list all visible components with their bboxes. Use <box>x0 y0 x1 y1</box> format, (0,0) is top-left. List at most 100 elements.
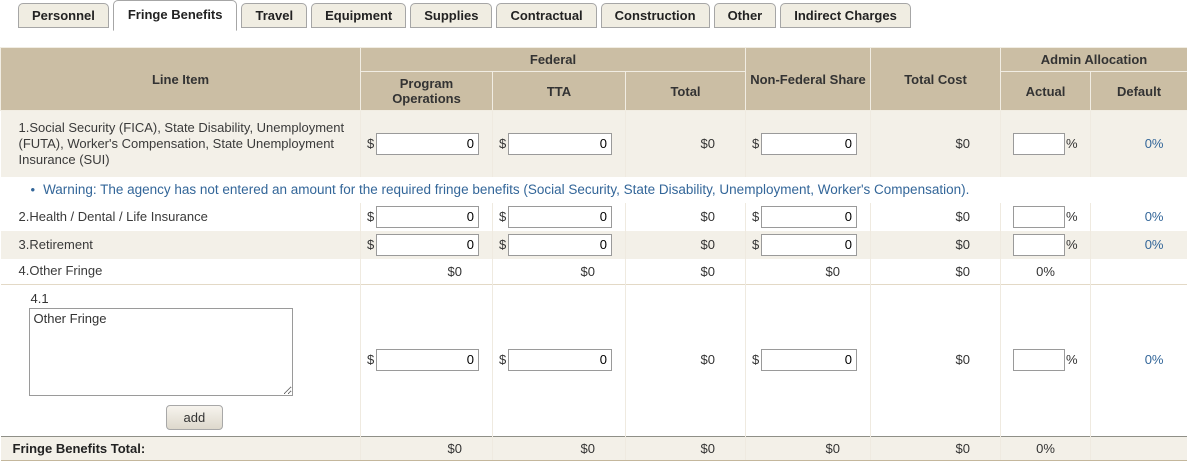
sub-non-federal-input[interactable] <box>761 349 857 371</box>
total-default <box>1091 437 1187 461</box>
fica-program-operations-input[interactable] <box>376 133 479 155</box>
other-fringe-description-textarea[interactable]: Other Fringe <box>29 308 293 396</box>
tab-construction[interactable]: Construction <box>601 3 710 28</box>
total-row-label: Fringe Benefits Total: <box>1 437 361 461</box>
retirement-total-cost: $0 <box>871 231 1001 259</box>
dollar-sign: $ <box>367 209 374 224</box>
other-fringe-actual: 0% <box>1001 259 1091 285</box>
col-header-non-federal-share: Non-Federal Share <box>746 48 871 111</box>
total-tta: $0 <box>493 437 626 461</box>
other-fringe-default <box>1091 259 1187 285</box>
fica-tta-cell: $ <box>493 111 626 177</box>
other-fringe-program-operations: $0 <box>361 259 493 285</box>
sub-default-value: 0% <box>1091 285 1187 437</box>
retirement-non-federal-input[interactable] <box>761 234 857 256</box>
col-header-default: Default <box>1091 72 1187 111</box>
sub-non-federal-cell: $ <box>746 285 871 437</box>
warning-cell: •Warning: The agency has not entered an … <box>1 177 1187 203</box>
health-non-federal-input[interactable] <box>761 206 857 228</box>
other-fringe-label: 4.Other Fringe <box>1 259 361 285</box>
sub-federal-total: $0 <box>626 285 746 437</box>
col-header-total: Total <box>626 72 746 111</box>
retirement-non-federal-cell: $ <box>746 231 871 259</box>
dollar-sign: $ <box>367 237 374 252</box>
tab-supplies[interactable]: Supplies <box>410 3 492 28</box>
warning-message: Warning: The agency has not entered an a… <box>43 182 969 197</box>
other-fringe-federal-total: $0 <box>626 259 746 285</box>
fica-federal-total: $0 <box>626 111 746 177</box>
col-header-line-item: Line Item <box>1 48 361 111</box>
health-non-federal-cell: $ <box>746 203 871 231</box>
percent-sign: % <box>1066 136 1078 151</box>
tab-content-gap <box>0 30 1187 47</box>
tab-bar: Personnel Fringe Benefits Travel Equipme… <box>0 0 1187 30</box>
sub-tta-input[interactable] <box>508 349 612 371</box>
retirement-program-operations-input[interactable] <box>376 234 479 256</box>
fica-actual-cell: % <box>1001 111 1091 177</box>
dollar-sign: $ <box>367 352 374 367</box>
fica-program-operations-cell: $ <box>361 111 493 177</box>
health-label: 2.Health / Dental / Life Insurance <box>1 203 361 231</box>
retirement-tta-input[interactable] <box>508 234 612 256</box>
col-header-total-cost: Total Cost <box>871 48 1001 111</box>
dollar-sign: $ <box>752 237 759 252</box>
tab-other[interactable]: Other <box>714 3 777 28</box>
sub-program-operations-input[interactable] <box>376 349 479 371</box>
retirement-federal-total: $0 <box>626 231 746 259</box>
health-federal-total: $0 <box>626 203 746 231</box>
fica-tta-input[interactable] <box>508 133 612 155</box>
retirement-label: 3.Retirement <box>1 231 361 259</box>
health-tta-input[interactable] <box>508 206 612 228</box>
percent-sign: % <box>1066 352 1078 367</box>
sub-tta-cell: $ <box>493 285 626 437</box>
fica-default-value: 0% <box>1091 111 1187 177</box>
warning-row: •Warning: The agency has not entered an … <box>1 177 1187 203</box>
tab-indirect-charges[interactable]: Indirect Charges <box>780 3 911 28</box>
health-actual-cell: % <box>1001 203 1091 231</box>
dollar-sign: $ <box>499 209 506 224</box>
sub-actual-cell: % <box>1001 285 1091 437</box>
health-actual-input[interactable] <box>1013 206 1065 228</box>
other-fringe-tta: $0 <box>493 259 626 285</box>
fica-non-federal-input[interactable] <box>761 133 857 155</box>
tab-fringe-benefits[interactable]: Fringe Benefits <box>113 0 238 31</box>
dollar-sign: $ <box>499 237 506 252</box>
sub-actual-input[interactable] <box>1013 349 1065 371</box>
fica-non-federal-cell: $ <box>746 111 871 177</box>
col-header-tta: TTA <box>493 72 626 111</box>
health-total-cost: $0 <box>871 203 1001 231</box>
dollar-sign: $ <box>499 136 506 151</box>
dollar-sign: $ <box>499 352 506 367</box>
table-row-other-fringe: 4.Other Fringe $0 $0 $0 $0 $0 0% <box>1 259 1187 285</box>
sub-item-number: 4.1 <box>31 291 355 307</box>
retirement-program-operations-cell: $ <box>361 231 493 259</box>
health-program-operations-input[interactable] <box>376 206 479 228</box>
percent-sign: % <box>1066 209 1078 224</box>
health-program-operations-cell: $ <box>361 203 493 231</box>
tab-travel[interactable]: Travel <box>241 3 307 28</box>
other-fringe-non-federal: $0 <box>746 259 871 285</box>
dollar-sign: $ <box>752 136 759 151</box>
tab-contractual[interactable]: Contractual <box>496 3 596 28</box>
add-button[interactable]: add <box>166 405 224 430</box>
col-header-actual: Actual <box>1001 72 1091 111</box>
dollar-sign: $ <box>752 209 759 224</box>
fringe-benefits-total-row: Fringe Benefits Total: $0 $0 $0 $0 $0 0% <box>1 437 1187 461</box>
table-row-retirement: 3.Retirement $ $ $0 $ $0 <box>1 231 1187 259</box>
sub-program-operations-cell: $ <box>361 285 493 437</box>
total-actual: 0% <box>1001 437 1091 461</box>
tab-personnel[interactable]: Personnel <box>18 3 109 28</box>
fica-actual-input[interactable] <box>1013 133 1065 155</box>
table-row-other-fringe-4-1: 4.1 Other Fringe add $ $ $0 <box>1 285 1187 437</box>
retirement-actual-cell: % <box>1001 231 1091 259</box>
other-fringe-sub-cell: 4.1 Other Fringe add <box>1 285 361 437</box>
table-row-fica: 1.Social Security (FICA), State Disabili… <box>1 111 1187 177</box>
retirement-actual-input[interactable] <box>1013 234 1065 256</box>
health-tta-cell: $ <box>493 203 626 231</box>
col-group-federal: Federal <box>361 48 746 72</box>
retirement-tta-cell: $ <box>493 231 626 259</box>
tab-equipment[interactable]: Equipment <box>311 3 406 28</box>
fica-label: 1.Social Security (FICA), State Disabili… <box>1 111 361 177</box>
table-row-health: 2.Health / Dental / Life Insurance $ $ $… <box>1 203 1187 231</box>
total-non-federal: $0 <box>746 437 871 461</box>
